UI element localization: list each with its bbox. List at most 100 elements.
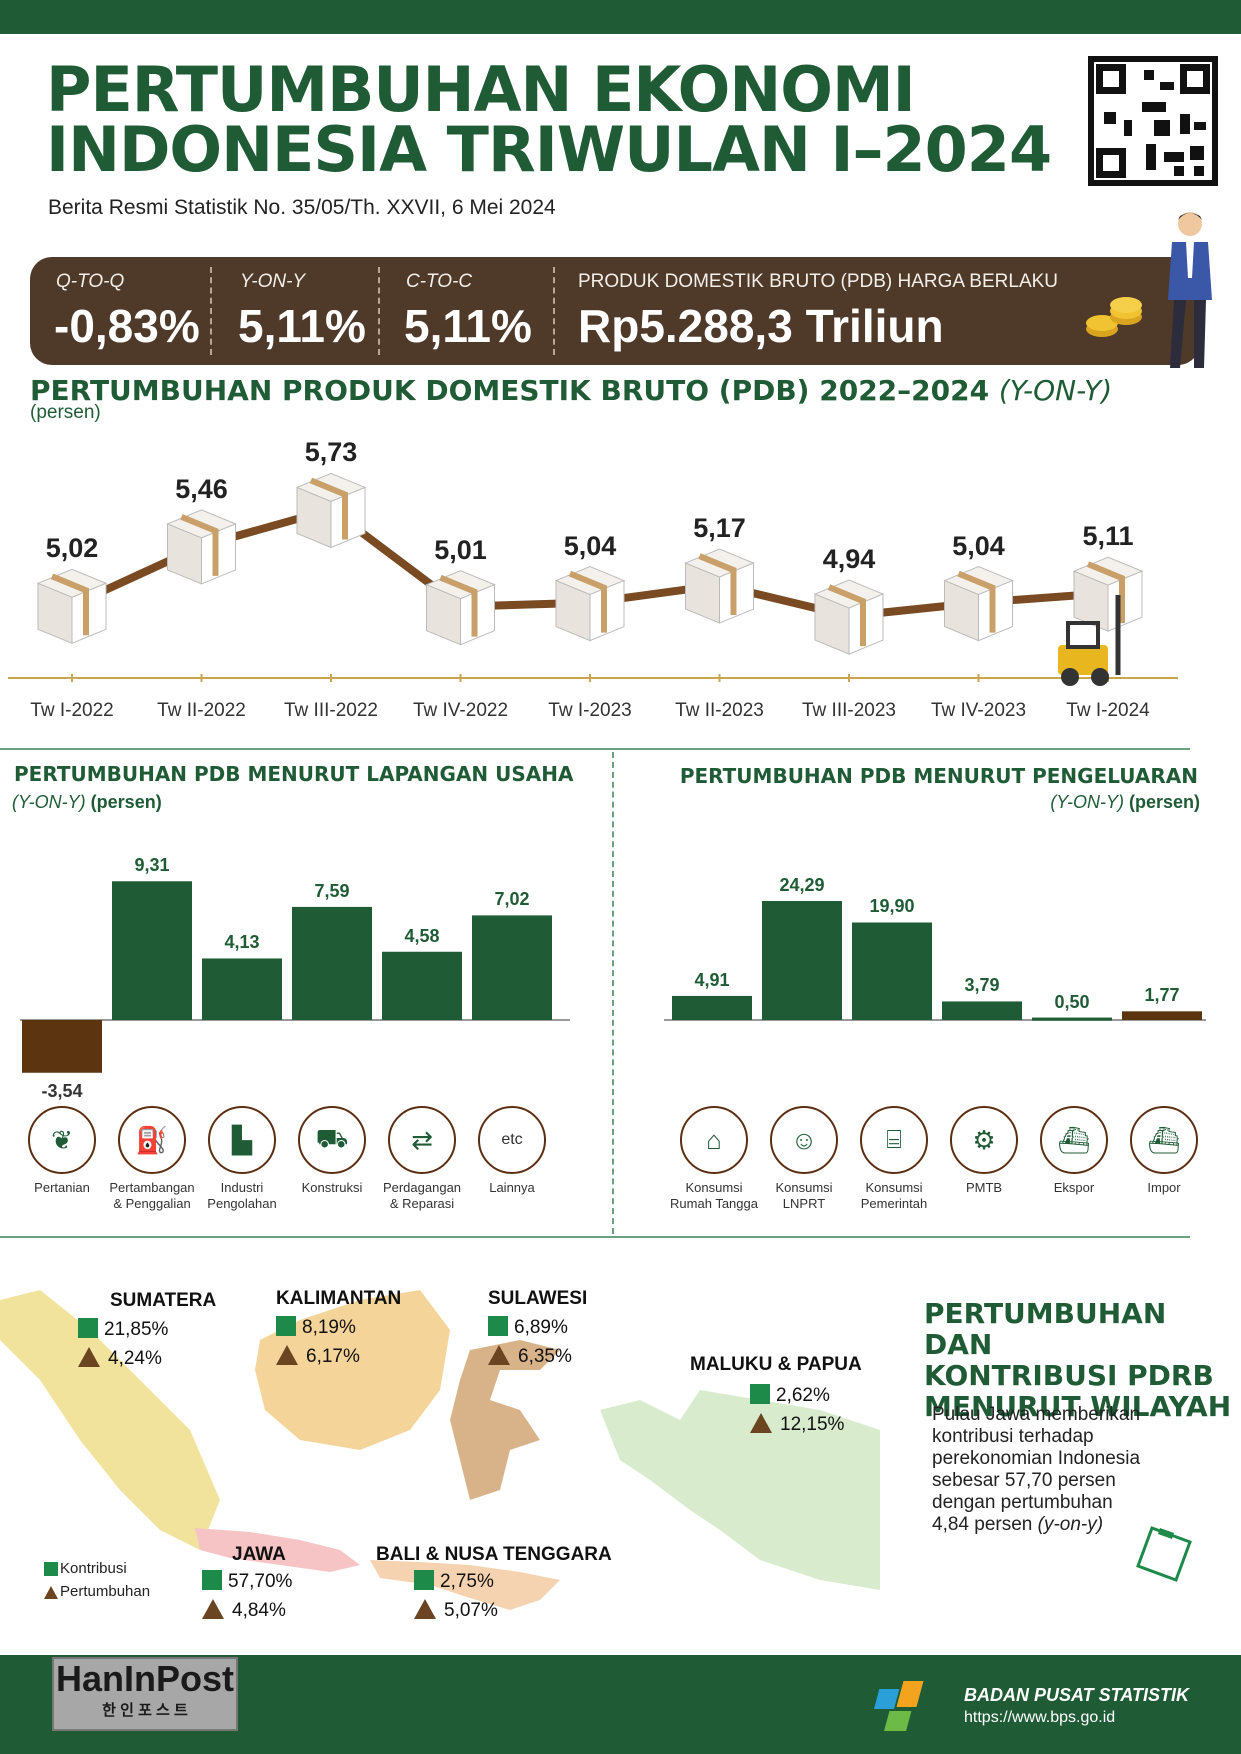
desc-line: kontribusi terhadap: [932, 1426, 1094, 1447]
trade-icon: ⇄: [388, 1106, 456, 1174]
sumatera-region: [0, 1290, 220, 1550]
left-chart-title: PERTUMBUHAN PDB MENURUT LAPANGAN USAHA: [14, 762, 574, 786]
truck-icon: ⛟: [298, 1106, 366, 1174]
x-tick-label: Tw II-2022: [157, 700, 246, 721]
bar: [382, 951, 462, 1020]
etc-icon: etc: [478, 1106, 546, 1174]
x-tick-label: Tw IV-2023: [930, 700, 1027, 721]
line-point-box: [36, 568, 108, 645]
desc-line: sebesar 57,70 persen: [932, 1470, 1116, 1491]
region-maluku-papua: MALUKU & PAPUA 2,62% 12,15%: [690, 1354, 862, 1436]
bar-value-label: 7,59: [314, 880, 350, 901]
icon-label-line: Lainnya: [489, 1180, 535, 1195]
x-tick-label: Tw I-2023: [548, 700, 632, 721]
bar: [762, 900, 842, 1020]
region-name: KALIMANTAN: [276, 1288, 402, 1309]
haninpost-logo[interactable]: HanInPost 한 인 포 스 트: [52, 1657, 238, 1731]
pertumbuhan-icon: [488, 1345, 510, 1365]
kontribusi-value: 57,70%: [228, 1571, 293, 1592]
line-data-label: 5,17: [693, 513, 746, 544]
desc-line: dengan pertumbuhan: [932, 1492, 1113, 1513]
region-jawa: JAWA 57,70% 4,84%: [202, 1544, 292, 1622]
icon-label-line: Konsumsi: [775, 1180, 833, 1195]
pertumbuhan-icon: [276, 1345, 298, 1365]
bps-url[interactable]: https://www.bps.go.id: [964, 1709, 1116, 1726]
kpi-divider: [378, 267, 380, 355]
icon-label-line: PMTB: [965, 1180, 1003, 1195]
bar: [22, 1020, 102, 1073]
desc-line: perekonomian Indonesia: [932, 1448, 1141, 1469]
left-chart-subtitle: (Y-ON-Y) (persen): [12, 792, 162, 813]
icon-label-line: Perdagangan: [382, 1180, 462, 1195]
map-legend: Kontribusi Pertumbuhan: [44, 1560, 150, 1600]
icon-label: Pertambangan & Penggalian: [97, 1180, 207, 1212]
kpi-divider: [210, 267, 212, 355]
section-divider: [0, 748, 1190, 750]
title-line-1: PERTUMBUHAN EKONOMI: [46, 53, 916, 126]
icon-label-line: Pemerintah: [860, 1196, 928, 1211]
pertumbuhan-icon: [414, 1599, 436, 1619]
line-point-box: [1072, 556, 1144, 632]
qr-code-icon[interactable]: [1088, 56, 1218, 186]
region-name: BALI & NUSA TENGGARA: [376, 1544, 612, 1565]
icon-label-line: Pertambangan: [109, 1180, 195, 1195]
region-name: SUMATERA: [110, 1290, 217, 1311]
qtq-value: -0,83%: [54, 300, 200, 352]
pertumbuhan-value: 6,17%: [306, 1346, 360, 1367]
line-data-label: 5,73: [304, 437, 358, 468]
icon-label: Konsumsi Pemerintah: [839, 1180, 949, 1212]
icon-label: Industri Pengolahan: [187, 1180, 297, 1212]
left-chart-unit: (persen): [90, 792, 162, 812]
region-name: MALUKU & PAPUA: [690, 1354, 862, 1375]
icon-label: Konsumsi LNPRT: [749, 1180, 859, 1212]
legend-kontribusi: Kontribusi: [60, 1560, 127, 1577]
icon-label-line: Impor: [1147, 1180, 1181, 1195]
footer: HanInPost 한 인 포 스 트 BADAN PUSAT STATISTI…: [0, 1655, 1241, 1754]
export-ship-icon: ⛴: [1040, 1106, 1108, 1174]
businessman-icon: [1168, 212, 1212, 368]
bar: [472, 915, 552, 1020]
x-tick-label: Tw III-2022: [284, 700, 378, 721]
bar-value-label: 4,91: [694, 969, 730, 990]
icon-label: Lainnya: [457, 1180, 567, 1196]
top-bar: [0, 0, 1241, 34]
x-tick-label: Tw II-2023: [675, 700, 764, 721]
qtq-label: Q-TO-Q: [56, 271, 125, 292]
line-data-label: 4,94: [822, 544, 876, 575]
line-point-box: [684, 548, 755, 624]
line-data-label: 5,02: [45, 533, 99, 564]
pdb-value: Rp5.288,3 Triliun: [578, 300, 944, 352]
region-bali-nusa-tenggara: BALI & NUSA TENGGARA 2,75% 5,07%: [376, 1544, 612, 1622]
bar: [202, 958, 282, 1020]
line-point-box: [295, 472, 367, 549]
bar: [852, 922, 932, 1020]
person-icon: ☺: [770, 1106, 838, 1174]
bar: [672, 995, 752, 1020]
yoy-label: Y-ON-Y: [240, 271, 306, 292]
bar-value-label: -3,54: [41, 1080, 83, 1101]
forklift-icon: [1058, 595, 1121, 686]
right-chart-unit: (persen): [1128, 792, 1200, 812]
x-tick-label: Tw I-2022: [30, 700, 114, 721]
yoy-value: 5,11%: [238, 300, 366, 352]
pertumbuhan-value: 6,35%: [518, 1346, 572, 1367]
bar: [292, 906, 372, 1020]
kontribusi-value: 8,19%: [302, 1317, 356, 1338]
right-chart-yoy: (Y-ON-Y): [1050, 792, 1124, 812]
icon-label-line: Pertanian: [34, 1180, 90, 1195]
ctc-value: 5,11%: [404, 300, 532, 352]
bar-value-label: 3,79: [964, 975, 1000, 996]
region-title-line: PERTUMBUHAN DAN: [924, 1297, 1167, 1361]
region-sumatera: SUMATERA 21,85% 4,24%: [78, 1290, 217, 1370]
clipboard-icon: [1136, 1526, 1192, 1582]
bar-value-label: 4,58: [404, 925, 440, 946]
pertumbuhan-value: 4,84%: [232, 1600, 286, 1621]
icon-label: Konsumsi Rumah Tangga: [659, 1180, 769, 1212]
kontribusi-icon: [488, 1316, 508, 1336]
haninpost-logo-text: HanInPost: [55, 1658, 234, 1699]
kontribusi-icon: [414, 1570, 434, 1590]
line-point-box: [166, 509, 237, 585]
region-sulawesi: SULAWESI 6,89% 6,35%: [488, 1288, 587, 1368]
icon-label-line: Konstruksi: [301, 1180, 363, 1195]
kontribusi-value: 21,85%: [104, 1319, 169, 1340]
